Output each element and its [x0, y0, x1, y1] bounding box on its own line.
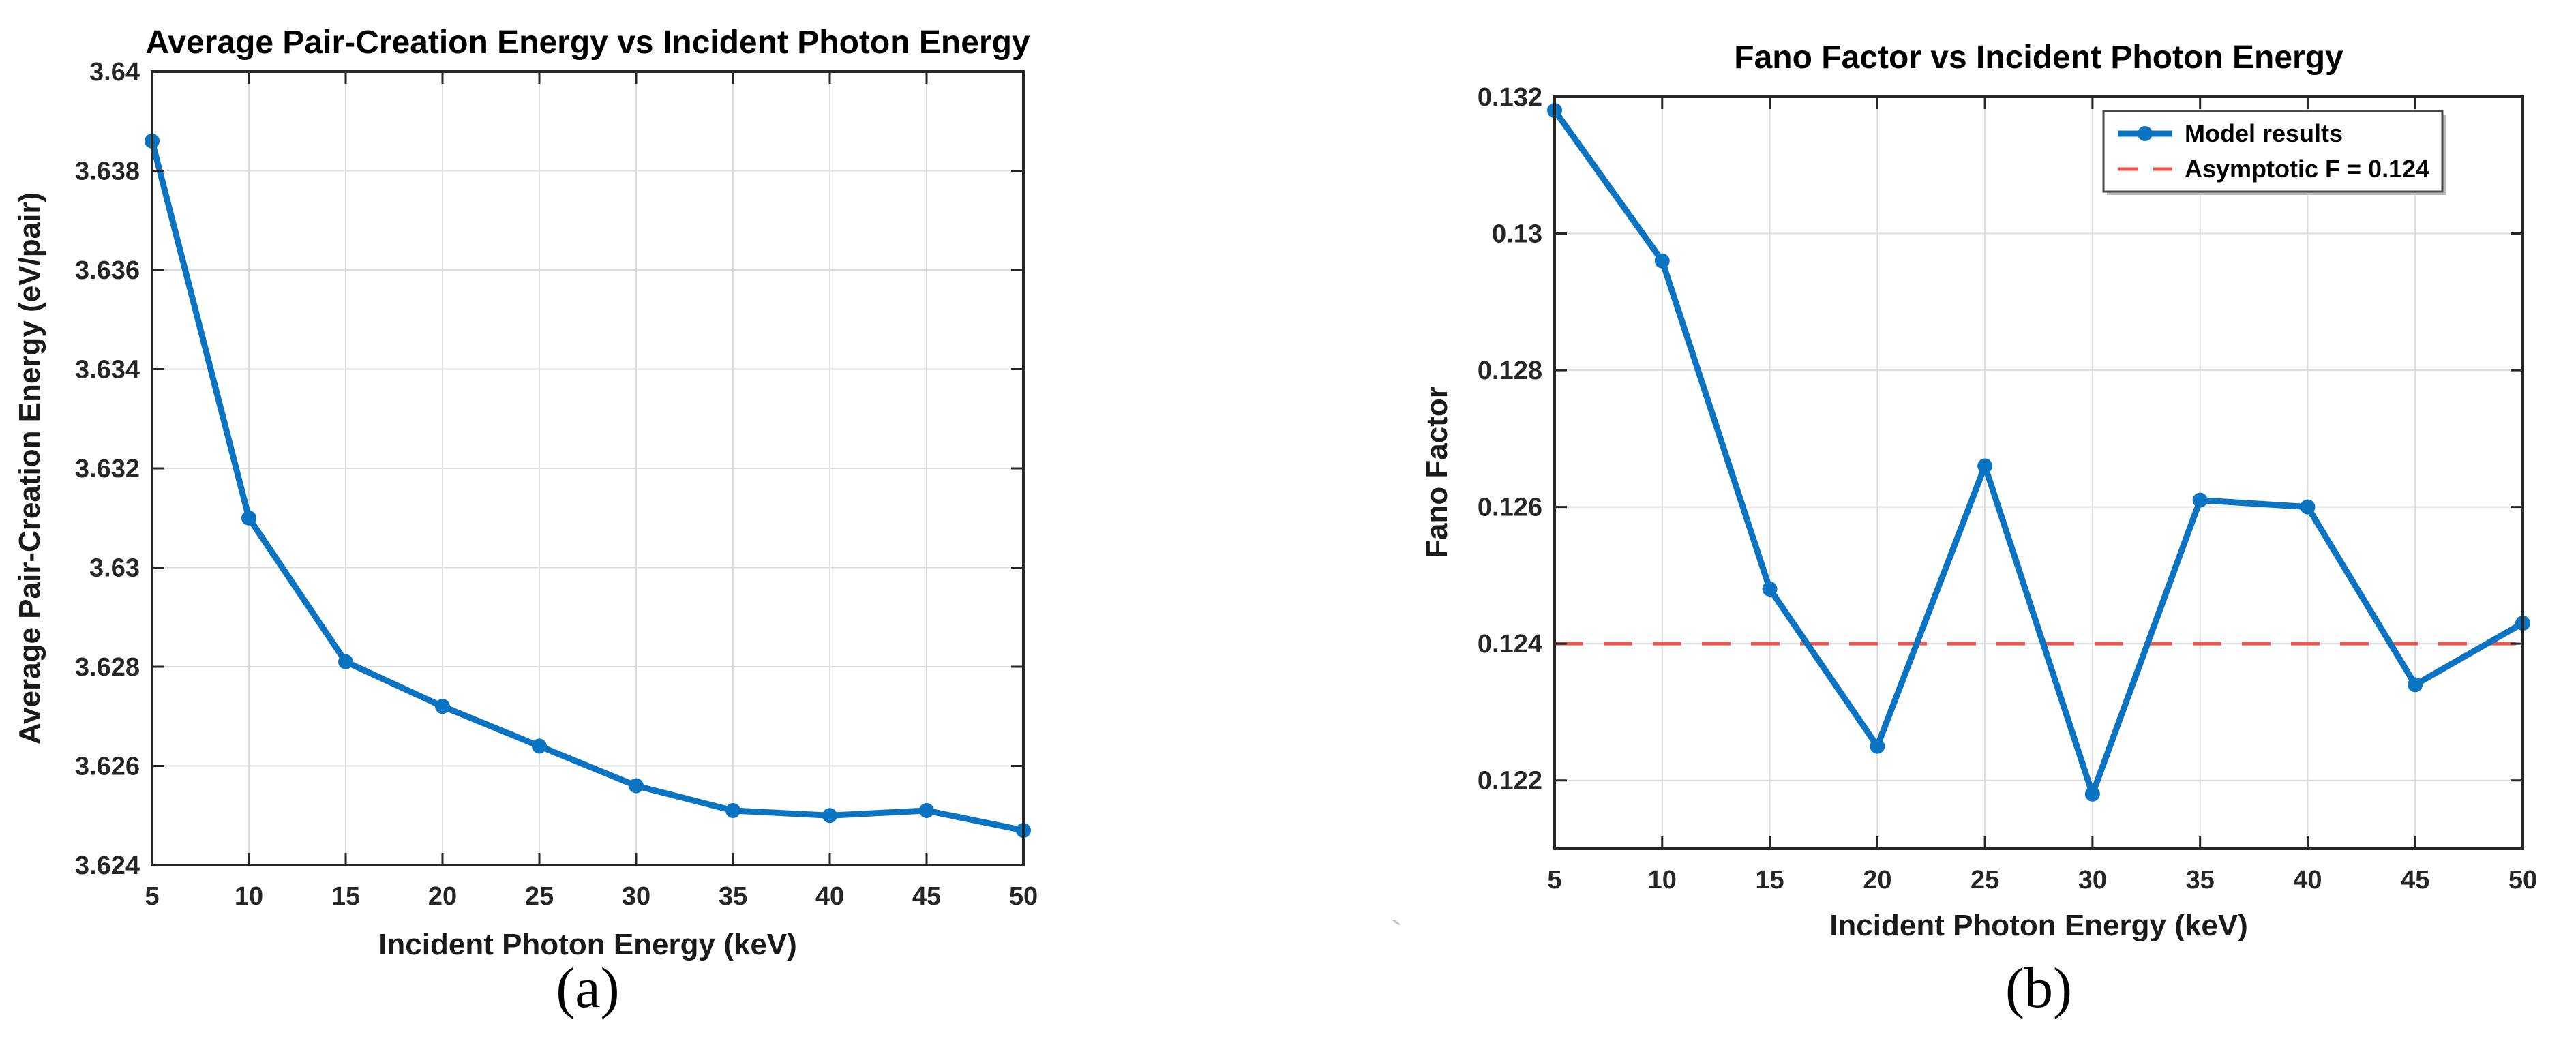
x-tick-label: 10 — [1648, 866, 1677, 894]
data-point-marker — [2192, 492, 2208, 508]
x-tick-label: 15 — [331, 882, 360, 911]
data-point-marker — [2408, 677, 2423, 693]
x-tick-label: 35 — [2186, 866, 2215, 894]
data-point-marker — [338, 654, 353, 669]
x-tick-label: 40 — [815, 882, 844, 911]
data-point-marker — [822, 808, 837, 824]
data-point-marker — [2300, 499, 2316, 515]
x-tick-label: 30 — [2078, 866, 2107, 894]
data-point-marker — [919, 802, 934, 818]
y-tick-label: 3.628 — [75, 653, 140, 682]
y-tick-label: 0.126 — [1478, 494, 1542, 522]
data-point-marker — [241, 510, 256, 526]
data-point-marker — [532, 738, 547, 754]
plot-area — [1555, 97, 2523, 849]
y-tick-label: 3.63 — [89, 554, 140, 583]
x-tick-label: 30 — [622, 882, 650, 911]
data-point-marker — [1654, 253, 1670, 269]
y-tick-label: 0.128 — [1478, 357, 1542, 385]
y-tick-label: 0.13 — [1492, 220, 1542, 249]
y-axis-label: Fano Factor — [1420, 387, 1454, 558]
x-tick-label: 40 — [2293, 866, 2322, 894]
y-tick-label: 0.124 — [1478, 630, 1542, 659]
x-axis-label: Incident Photon Energy (keV) — [378, 928, 797, 961]
x-tick-label: 45 — [2401, 866, 2429, 894]
x-tick-label: 20 — [428, 882, 457, 911]
y-axis-label: Average Pair-Creation Energy (eV/pair) — [13, 192, 46, 744]
x-tick-label: 25 — [1971, 866, 1999, 894]
legend-box — [2102, 110, 2444, 193]
x-tick-label: 45 — [912, 882, 941, 911]
x-axis-label: Incident Photon Energy (keV) — [1829, 909, 2248, 942]
x-tick-label: 10 — [235, 882, 263, 911]
x-tick-label: 25 — [525, 882, 554, 911]
y-tick-label: 3.626 — [75, 753, 140, 781]
axes-box — [1553, 95, 2524, 850]
data-point-marker — [1762, 581, 1778, 597]
y-tick-label: 3.634 — [75, 356, 140, 384]
data-point-marker — [2084, 786, 2100, 802]
y-tick-label: 3.624 — [75, 851, 140, 880]
x-tick-label: 50 — [1009, 882, 1038, 911]
y-tick-label: 3.636 — [75, 256, 140, 285]
legend-marker-sample — [2138, 126, 2153, 141]
subfigure-caption-b: (b) — [2005, 956, 2072, 1020]
x-tick-label: 5 — [145, 882, 159, 911]
y-tick-label: 0.122 — [1478, 767, 1542, 796]
x-tick-label: 50 — [2508, 866, 2537, 894]
x-tick-label: 15 — [1755, 866, 1784, 894]
y-tick-label: 3.64 — [89, 58, 140, 87]
chart-title: Average Pair-Creation Energy vs Incident… — [145, 25, 1030, 61]
data-point-marker — [435, 699, 450, 714]
y-tick-label: 0.132 — [1478, 83, 1542, 112]
data-point-marker — [629, 778, 644, 794]
x-tick-label: 5 — [1547, 866, 1561, 894]
data-point-marker — [1870, 738, 1885, 754]
y-tick-label: 3.632 — [75, 455, 140, 483]
subfigure-caption-a: (a) — [556, 956, 620, 1020]
legend-entry-label: Asymptotic F = 0.124 — [2185, 155, 2429, 183]
series-line — [149, 138, 1027, 834]
legend-entry-label: Model results — [2185, 119, 2343, 147]
series-line — [1551, 107, 2526, 798]
data-point-marker — [1977, 458, 1993, 474]
chart-title: Fano Factor vs Incident Photon Energy — [1734, 40, 2343, 76]
x-tick-label: 35 — [719, 882, 747, 911]
data-point-marker — [725, 802, 740, 818]
y-tick-label: 3.638 — [75, 157, 140, 186]
x-tick-label: 20 — [1863, 866, 1891, 894]
